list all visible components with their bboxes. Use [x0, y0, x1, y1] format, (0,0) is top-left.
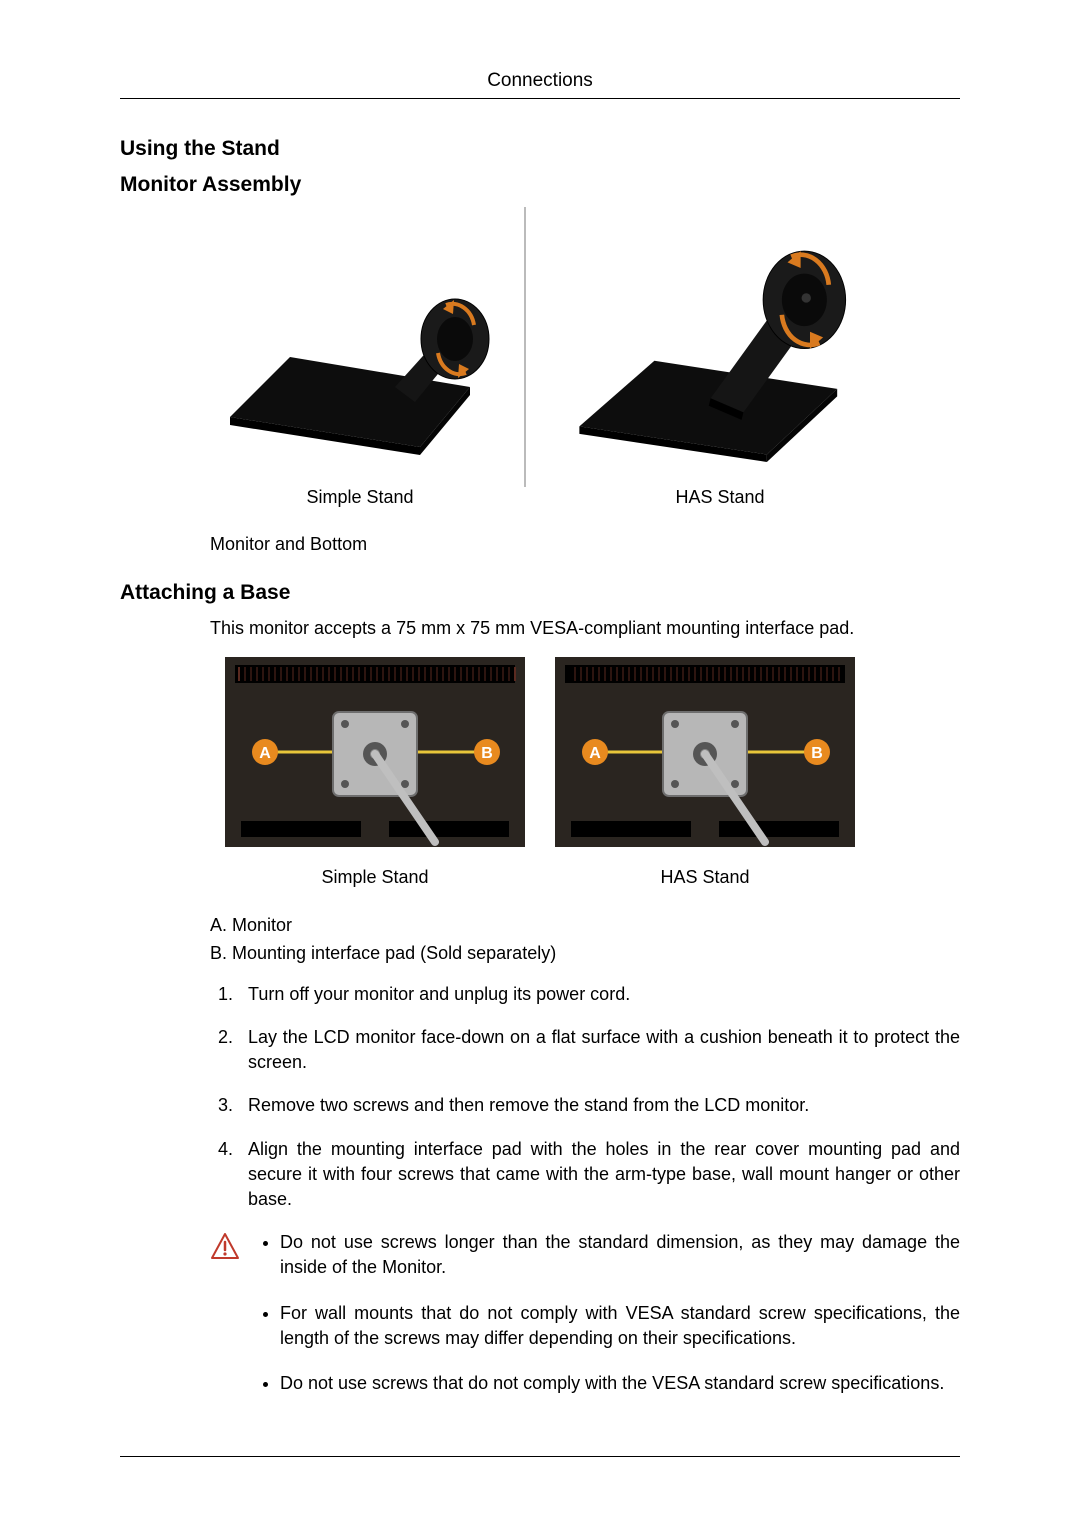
simple-stand-illustration: [210, 217, 510, 467]
has-stand-illustration: [570, 217, 870, 467]
svg-text:A: A: [589, 745, 601, 762]
footer-rule: [120, 1456, 960, 1457]
caption-simple-stand-2: Simple Stand: [225, 867, 525, 888]
heading-attaching-base: Attaching a Base: [120, 581, 960, 605]
heading-monitor-assembly: Monitor Assembly: [120, 173, 960, 197]
legend-block: A. Monitor B. Mounting interface pad (So…: [210, 912, 960, 968]
steps-list: Turn off your monitor and unplug its pow…: [210, 982, 960, 1212]
step-1: Turn off your monitor and unplug its pow…: [238, 982, 960, 1007]
figure-row-vesa: A B Simple Stand: [120, 657, 960, 888]
attaching-intro: This monitor accepts a 75 mm x 75 mm VES…: [210, 615, 960, 641]
page-header-section: Connections: [120, 70, 960, 99]
figure-vesa-simple: A B Simple Stand: [225, 657, 525, 888]
figure-simple-stand: Simple Stand: [210, 217, 510, 508]
warning-block: Do not use screws longer than the standa…: [210, 1230, 960, 1416]
step-2: Lay the LCD monitor face-down on a flat …: [238, 1025, 960, 1075]
figure-row-stands: Simple Stand: [120, 217, 960, 508]
svg-text:B: B: [481, 745, 493, 762]
figure1-note: Monitor and Bottom: [210, 534, 960, 555]
warning-3: Do not use screws that do not comply wit…: [280, 1371, 960, 1396]
legend-b: B. Mounting interface pad (Sold separate…: [210, 940, 960, 968]
heading-using-stand: Using the Stand: [120, 137, 960, 161]
warning-2: For wall mounts that do not comply with …: [280, 1301, 960, 1351]
svg-text:A: A: [259, 745, 271, 762]
legend-a: A. Monitor: [210, 912, 960, 940]
vesa-simple-illustration: A B: [225, 657, 525, 847]
warning-1: Do not use screws longer than the standa…: [280, 1230, 960, 1280]
figure-has-stand: HAS Stand: [570, 217, 870, 508]
vesa-has-illustration: A B: [555, 657, 855, 847]
caption-simple-stand-1: Simple Stand: [210, 487, 510, 508]
step-3: Remove two screws and then remove the st…: [238, 1093, 960, 1118]
svg-text:B: B: [811, 745, 823, 762]
figure-vesa-has: A B HAS Stand: [555, 657, 855, 888]
caption-has-stand-2: HAS Stand: [555, 867, 855, 888]
step-4: Align the mounting interface pad with th…: [238, 1137, 960, 1213]
warning-icon: [210, 1232, 240, 1260]
caption-has-stand-1: HAS Stand: [570, 487, 870, 508]
